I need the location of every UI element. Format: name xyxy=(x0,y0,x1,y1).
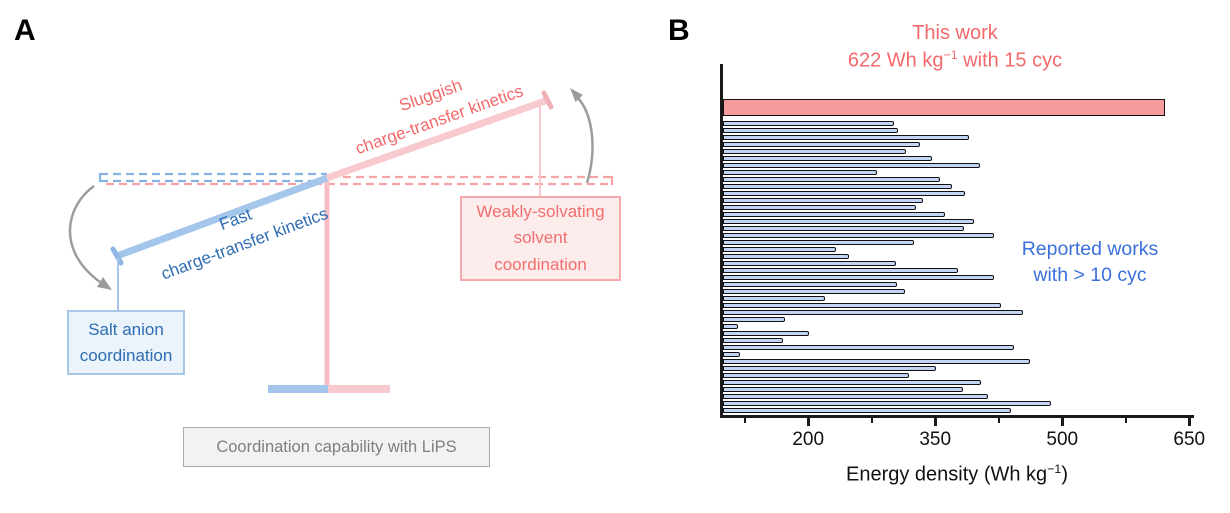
bar-reported-work xyxy=(723,317,785,322)
bar-reported-work xyxy=(723,170,878,175)
coordination-capability-caption: Coordination capability with LiPS xyxy=(183,427,490,467)
x-tick-label: 650 xyxy=(1173,429,1206,450)
bar-reported-work xyxy=(723,261,896,266)
salt-box-line1: Salt anion xyxy=(88,320,164,339)
chart-title-line1: This work xyxy=(912,22,998,44)
bar-plot-area xyxy=(723,99,1203,419)
bar-reported-work xyxy=(723,212,945,217)
bar-reported-work xyxy=(723,205,917,210)
x-major-tick xyxy=(807,417,810,426)
bar-reported-work xyxy=(723,128,899,133)
right-rotation-arrow xyxy=(577,97,594,184)
bar-reported-work xyxy=(723,296,825,301)
bar-reported-work xyxy=(723,191,966,196)
x-tick-label: 500 xyxy=(1046,429,1079,450)
x-minor-tick xyxy=(870,417,874,423)
base-right-pink xyxy=(328,385,390,393)
bar-reported-work xyxy=(723,184,953,189)
x-axis-title: Energy density (Wh kg−1) xyxy=(845,462,1068,486)
bar-reported-work xyxy=(723,324,739,329)
bar-reported-work xyxy=(723,338,784,343)
y-axis-line xyxy=(720,64,723,417)
x-minor-tick xyxy=(1124,417,1128,423)
weak-box-line1: Weakly-solvating xyxy=(476,201,605,221)
bar-reported-work xyxy=(723,352,740,357)
chart-title-line2: 622 Wh kg−1 with 15 cyc xyxy=(847,48,1063,72)
bar-reported-work xyxy=(723,401,1051,406)
x-tick-label: 350 xyxy=(919,429,952,450)
bar-reported-work xyxy=(723,121,895,126)
bar-reported-work xyxy=(723,177,940,182)
x-tick-label: 200 xyxy=(792,429,825,450)
seesaw-diagram xyxy=(68,88,614,393)
base-left-blue xyxy=(268,385,328,393)
bar-reported-work xyxy=(723,310,1023,315)
salt-box-line2: coordination xyxy=(79,345,173,365)
bar-reported-work xyxy=(723,408,1011,413)
left-arrowhead-icon xyxy=(97,277,112,290)
weak-box-line2: solvent xyxy=(513,228,568,248)
x-minor-tick xyxy=(743,417,747,423)
reported-works-annotation: Reported works with > 10 cyc xyxy=(990,236,1190,289)
salt-anion-coordination-box: Salt anion coordination xyxy=(67,310,185,375)
bar-reported-work xyxy=(723,156,933,161)
x-minor-tick xyxy=(997,417,1001,423)
bar-reported-work xyxy=(723,289,906,294)
bar-this-work xyxy=(723,99,1166,116)
bar-reported-work xyxy=(723,149,906,154)
bar-reported-work xyxy=(723,254,850,259)
weakly-solvating-coordination-box: Weakly-solvating solvent coordination xyxy=(460,196,621,281)
bar-reported-work xyxy=(723,163,981,168)
annotation-line2: with > 10 cyc xyxy=(1033,264,1147,287)
bar-reported-work xyxy=(723,233,994,238)
panel-b-label: B xyxy=(668,14,690,47)
x-major-tick xyxy=(1061,417,1064,426)
right-arrowhead-icon xyxy=(570,88,583,102)
bar-reported-work xyxy=(723,240,915,245)
bar-reported-work xyxy=(723,135,969,140)
bar-reported-work xyxy=(723,366,937,371)
x-major-tick xyxy=(934,417,937,426)
bar-reported-work xyxy=(723,303,1001,308)
bar-reported-work xyxy=(723,275,994,280)
pink-beam-end-cap xyxy=(541,90,554,110)
left-rotation-arrow xyxy=(68,184,101,284)
bar-reported-work xyxy=(723,247,836,252)
bar-reported-work xyxy=(723,198,923,203)
bar-reported-work xyxy=(723,373,910,378)
bar-reported-work xyxy=(723,226,964,231)
x-axis-line xyxy=(720,415,1194,418)
chart-title: This work 622 Wh kg−1 with 15 cyc xyxy=(755,20,1155,75)
bar-reported-work xyxy=(723,282,898,287)
bar-reported-work xyxy=(723,219,974,224)
annotation-line1: Reported works xyxy=(1021,238,1159,260)
pink-beam xyxy=(325,96,550,182)
bar-reported-work xyxy=(723,394,989,399)
bar-reported-work xyxy=(723,345,1015,350)
x-major-tick xyxy=(1188,417,1191,426)
bar-reported-work xyxy=(723,380,982,385)
blue-beam-end-cap xyxy=(110,246,124,266)
bar-reported-work xyxy=(723,268,959,273)
panel-a-label: A xyxy=(14,14,36,47)
weak-box-line3: coordination xyxy=(494,254,587,274)
bar-reported-work xyxy=(723,359,1030,364)
bar-reported-work xyxy=(723,331,810,336)
bar-reported-work xyxy=(723,387,963,392)
bar-reported-work xyxy=(723,142,921,147)
blue-beam xyxy=(115,174,329,260)
